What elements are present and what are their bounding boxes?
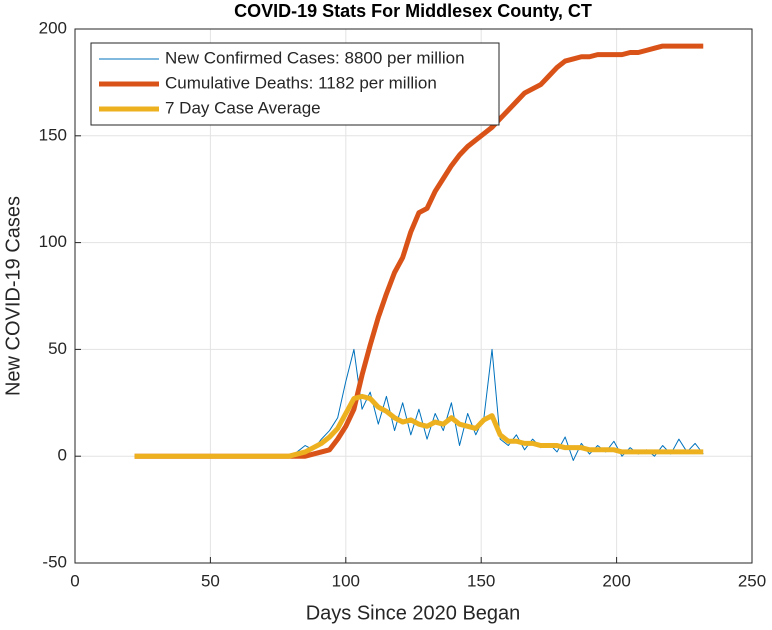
axes-box bbox=[74, 28, 753, 564]
y-tick-label: 100 bbox=[39, 232, 67, 251]
x-tick-label: 100 bbox=[332, 571, 360, 590]
x-tick-label: 250 bbox=[738, 571, 766, 590]
y-tick-label: 150 bbox=[39, 125, 67, 144]
y-tick-label: 200 bbox=[39, 18, 67, 37]
y-tick-label: 50 bbox=[48, 339, 67, 358]
x-tick-label: 150 bbox=[467, 571, 495, 590]
legend-label: New Confirmed Cases: 8800 per million bbox=[165, 48, 465, 67]
x-axis-label: Days Since 2020 Began bbox=[306, 602, 521, 624]
series-line bbox=[134, 393, 704, 459]
x-tick-label: 50 bbox=[201, 571, 220, 590]
y-tick-label: -50 bbox=[42, 552, 67, 571]
legend-label: Cumulative Deaths: 1182 per million bbox=[165, 73, 437, 92]
chart-title: COVID-19 Stats For Middlesex County, CT bbox=[234, 1, 592, 21]
legend-label: 7 Day Case Average bbox=[165, 98, 321, 117]
x-tick-label: 0 bbox=[70, 571, 79, 590]
y-tick-label: 0 bbox=[58, 446, 67, 465]
x-tick-label: 200 bbox=[602, 571, 630, 590]
y-axis-label: New COVID-19 Cases bbox=[2, 196, 24, 396]
